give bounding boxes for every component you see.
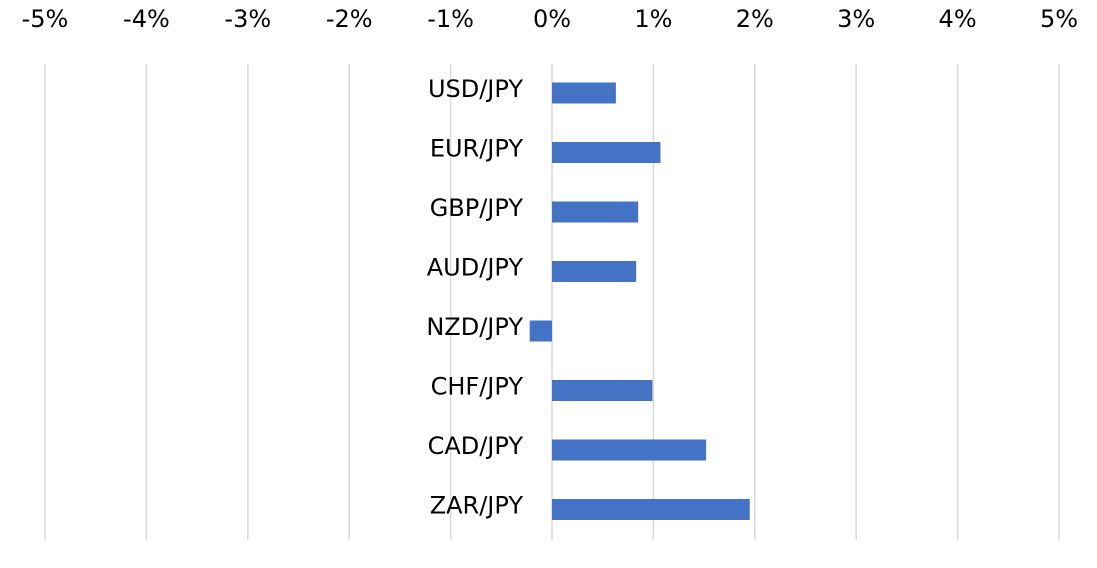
x-tick-label: -5% — [22, 5, 69, 33]
gridlines — [44, 64, 1060, 540]
x-axis-tick-labels: -5% -4% -3% -2% -1% 0% 1% 2% 3% 4% 5% — [22, 5, 1078, 33]
x-tick-label: 0% — [533, 5, 571, 33]
bar-chf-jpy — [552, 380, 653, 401]
bar-usd-jpy — [552, 82, 616, 104]
category-label: ZAR/JPY — [430, 492, 524, 520]
bar-aud-jpy — [552, 261, 637, 282]
category-label: USD/JPY — [428, 75, 523, 103]
x-tick-label: 2% — [736, 5, 774, 33]
x-tick-label: -1% — [427, 5, 474, 33]
bar-nzd-jpy — [529, 320, 552, 342]
bar-gbp-jpy — [552, 201, 639, 223]
bar-eur-jpy — [552, 142, 661, 163]
category-label: CHF/JPY — [431, 373, 524, 401]
x-tick-label: 5% — [1040, 5, 1078, 33]
bars — [529, 82, 750, 520]
x-tick-label: 3% — [837, 5, 875, 33]
category-label: GBP/JPY — [430, 194, 524, 222]
bar-zar-jpy — [552, 499, 750, 520]
x-tick-label: 1% — [634, 5, 672, 33]
category-label: AUD/JPY — [427, 254, 524, 282]
category-labels: USD/JPY EUR/JPY GBP/JPY AUD/JPY NZD/JPY CHF/J… — [426, 75, 523, 520]
category-label: NZD/JPY — [426, 313, 523, 341]
category-label: EUR/JPY — [430, 135, 524, 163]
bar-cad-jpy — [552, 439, 707, 461]
x-tick-label: -3% — [224, 5, 271, 33]
category-label: CAD/JPY — [428, 432, 524, 460]
x-tick-label: -4% — [123, 5, 170, 33]
x-tick-label: 4% — [939, 5, 977, 33]
x-tick-label: -2% — [326, 5, 373, 33]
